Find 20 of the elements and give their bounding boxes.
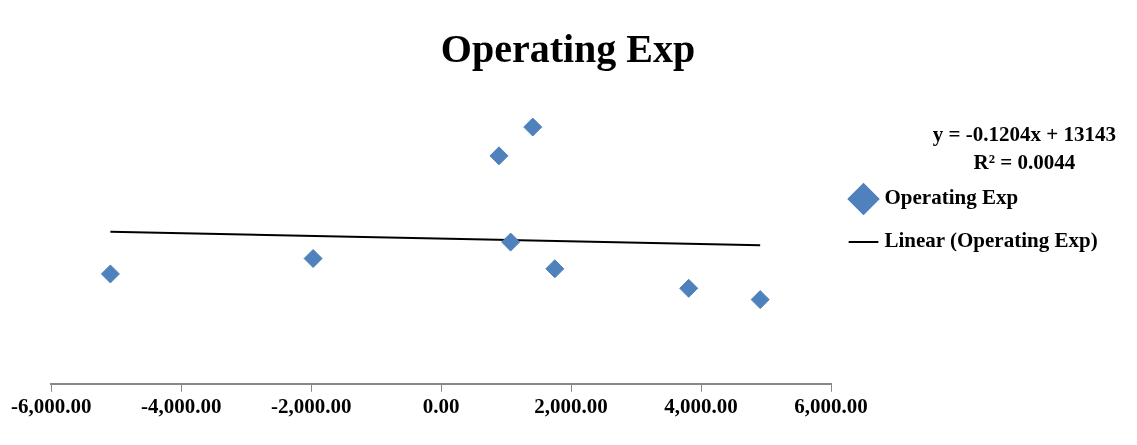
x-tick-label: 2,000.00 xyxy=(534,393,608,418)
legend-label: Linear (Operating Exp) xyxy=(884,228,1098,253)
point xyxy=(489,146,509,166)
point xyxy=(100,264,120,284)
chart-title: Operating Exp xyxy=(440,26,696,72)
point xyxy=(679,278,699,298)
legend-label: Operating Exp xyxy=(884,185,1019,210)
point xyxy=(501,232,521,252)
x-tick-label: 0.00 xyxy=(422,393,460,418)
point xyxy=(545,259,565,279)
x-tick-label: -4,000.00 xyxy=(140,393,222,418)
x-tick-label: 6,000.00 xyxy=(794,393,868,418)
x-tick-label: -6,000.00 xyxy=(11,393,92,418)
point xyxy=(750,290,770,310)
point xyxy=(523,117,543,137)
x-tick-label: -2,000.00 xyxy=(270,393,352,418)
x-tick-label: 4,000.00 xyxy=(664,393,738,418)
text: y = -0.1204x + 13143 xyxy=(932,121,1116,148)
point xyxy=(303,249,323,269)
text: R² = 0.0044 xyxy=(972,149,1077,176)
